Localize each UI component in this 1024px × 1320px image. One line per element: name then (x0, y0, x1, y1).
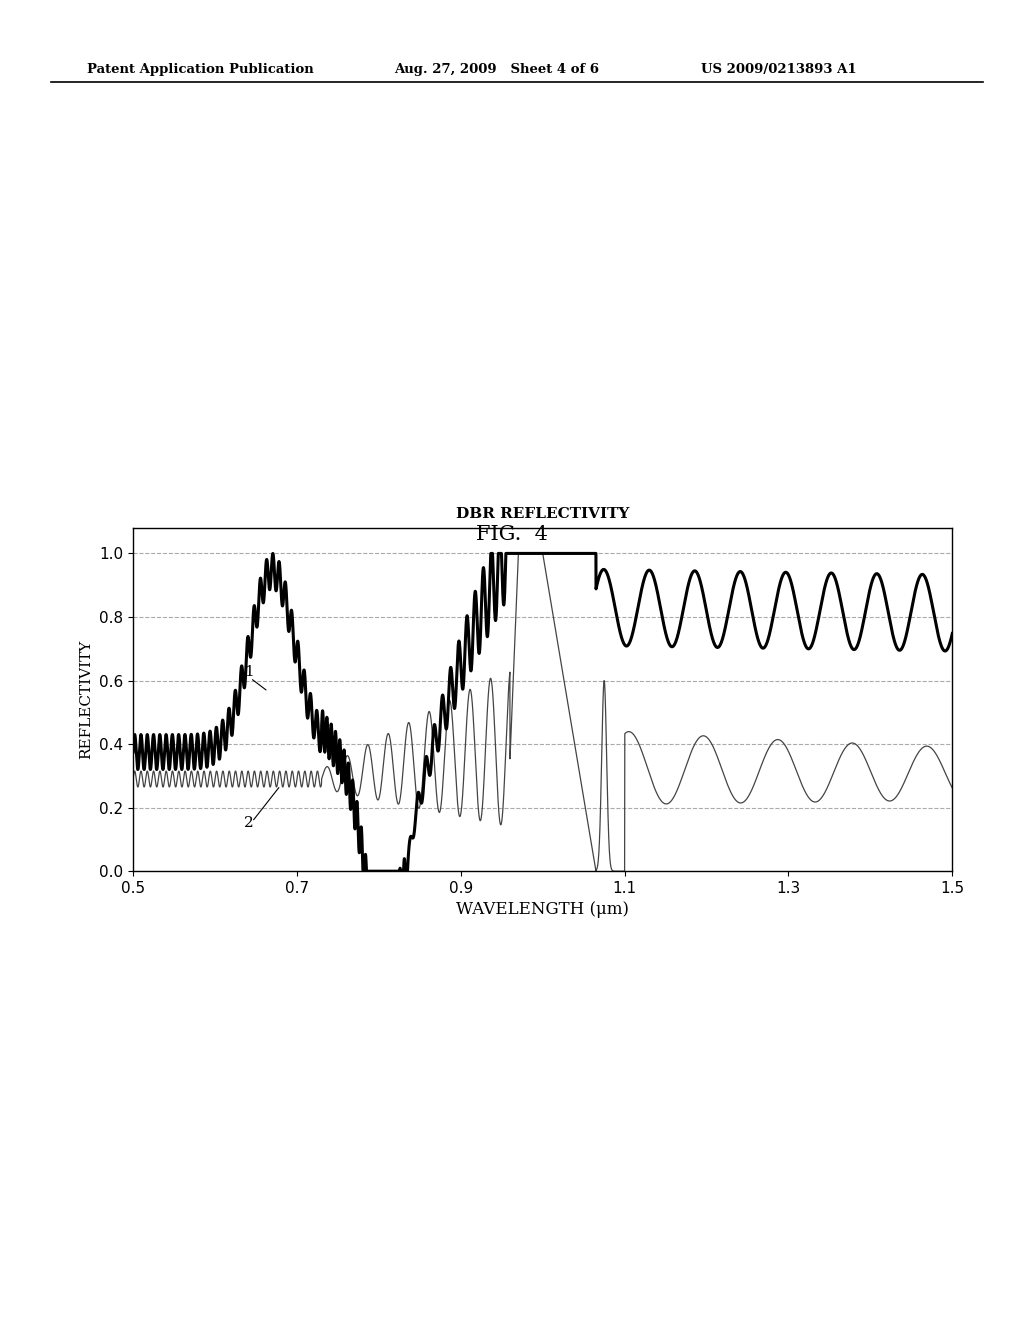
Text: US 2009/0213893 A1: US 2009/0213893 A1 (701, 63, 857, 77)
Text: Patent Application Publication: Patent Application Publication (87, 63, 313, 77)
Text: 1: 1 (244, 665, 254, 678)
Text: 2: 2 (244, 816, 254, 830)
Text: FIG.  4: FIG. 4 (476, 525, 548, 544)
X-axis label: WAVELENGTH (μm): WAVELENGTH (μm) (457, 902, 629, 919)
Text: Aug. 27, 2009   Sheet 4 of 6: Aug. 27, 2009 Sheet 4 of 6 (394, 63, 599, 77)
Title: DBR REFLECTIVITY: DBR REFLECTIVITY (456, 507, 630, 521)
Y-axis label: REFLECTIVITY: REFLECTIVITY (80, 640, 93, 759)
